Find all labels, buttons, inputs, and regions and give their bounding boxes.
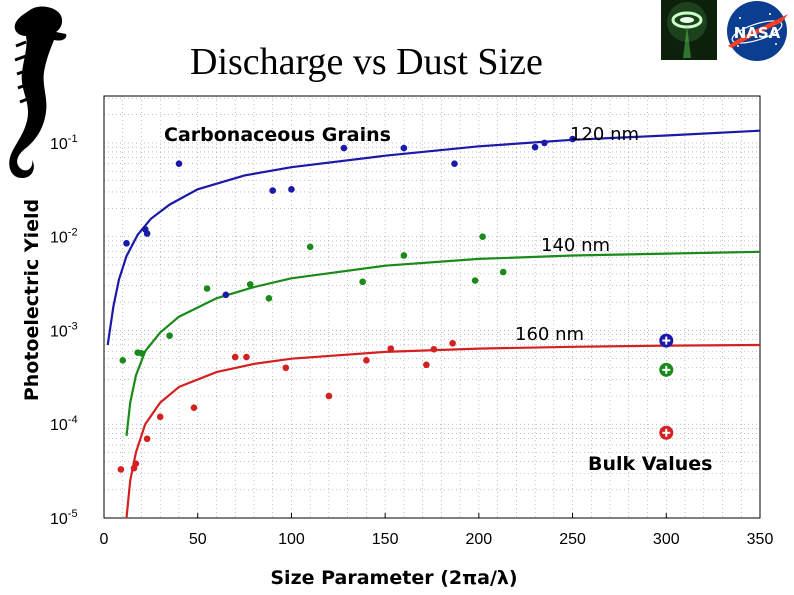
data-point [449, 339, 456, 347]
seahorse-shape [9, 6, 67, 178]
plot-frame [103, 95, 761, 519]
data-point [400, 252, 408, 259]
data-point [423, 361, 430, 369]
series-label: 140 nm [541, 235, 610, 256]
x-tick-label: 0 [100, 531, 109, 548]
nasa-vector [728, 14, 788, 48]
seahorse-fin [14, 40, 31, 104]
data-point [387, 345, 395, 352]
nasa-logo: NASA [727, 1, 788, 61]
data-point [306, 243, 314, 251]
data-point [340, 144, 348, 152]
data-point [123, 239, 130, 247]
bulk-value-marker [659, 425, 674, 440]
x-tick-label: 250 [559, 531, 586, 548]
data-point [119, 357, 127, 364]
data-point [288, 185, 295, 193]
x-tick-label: 350 [747, 531, 774, 548]
y-tick-label: 10-2 [50, 227, 78, 247]
glowing-ring-photo [661, 0, 717, 60]
data-point [175, 160, 183, 167]
data-point [138, 350, 145, 357]
x-tick-label: 100 [278, 531, 305, 548]
x-tick-label: 200 [466, 531, 493, 548]
fit-curve [125, 343, 761, 519]
data-point [143, 435, 151, 443]
fit-curve [106, 129, 761, 346]
y-tick-labels: 10-1 10-2 10-3 10-4 10-5 [50, 133, 78, 528]
data-point [451, 160, 458, 167]
series-label: 160 nm [515, 324, 584, 345]
x-tick-label: 150 [372, 531, 399, 548]
data-point [499, 268, 507, 276]
data-point [430, 345, 438, 353]
seahorse-logo [9, 6, 67, 178]
series-labels: 120 nm 140 nm 160 nm [515, 124, 639, 345]
data-point [117, 466, 125, 473]
series-label: 120 nm [570, 124, 639, 145]
data-point [325, 392, 333, 400]
data-point [400, 144, 408, 152]
data-point [531, 143, 539, 151]
ring-photo-art [661, 0, 717, 60]
data-point [541, 139, 548, 147]
data-point [359, 278, 366, 286]
data-point [246, 281, 254, 288]
x-tick-label: 300 [653, 531, 680, 548]
data-point [190, 404, 198, 412]
y-tick-label: 10-5 [50, 508, 78, 528]
bulk-value-marker [659, 362, 674, 377]
y-tick-label: 10-1 [50, 133, 78, 153]
data-point [143, 230, 151, 237]
data-point [471, 277, 479, 284]
bulk-value-marker [659, 333, 674, 348]
data-point [269, 187, 276, 194]
data-point [156, 413, 164, 421]
data-point [282, 364, 290, 372]
y-axis-title: Photoelectric Yield [21, 199, 43, 401]
data-point [203, 285, 211, 292]
data-point [265, 295, 273, 302]
annotation-carbonaceous-grains: Carbonaceous Grains [164, 124, 391, 146]
data-point [132, 460, 140, 467]
x-axis-title: Size Parameter (2πa/λ) [270, 567, 517, 589]
nasa-wordmark: NASA [734, 24, 781, 42]
slide-title: Discharge vs Dust Size [190, 41, 543, 83]
data-point [569, 135, 576, 143]
y-tick-label: 10-4 [50, 414, 78, 434]
data-point [363, 357, 370, 364]
y-tick-label: 10-3 [50, 320, 78, 340]
data-point [231, 353, 239, 361]
annotation-bulk-values: Bulk Values [588, 453, 713, 475]
fit-curve [125, 250, 761, 437]
data-point [479, 233, 486, 240]
data-point [166, 332, 173, 339]
data-points [117, 135, 576, 473]
x-tick-labels: 0 50 100 150 200 250 300 350 [100, 513, 774, 548]
data-point [243, 353, 250, 361]
bulk-markers [659, 333, 674, 440]
data-point [222, 291, 230, 299]
x-tick-label: 50 [189, 531, 207, 548]
